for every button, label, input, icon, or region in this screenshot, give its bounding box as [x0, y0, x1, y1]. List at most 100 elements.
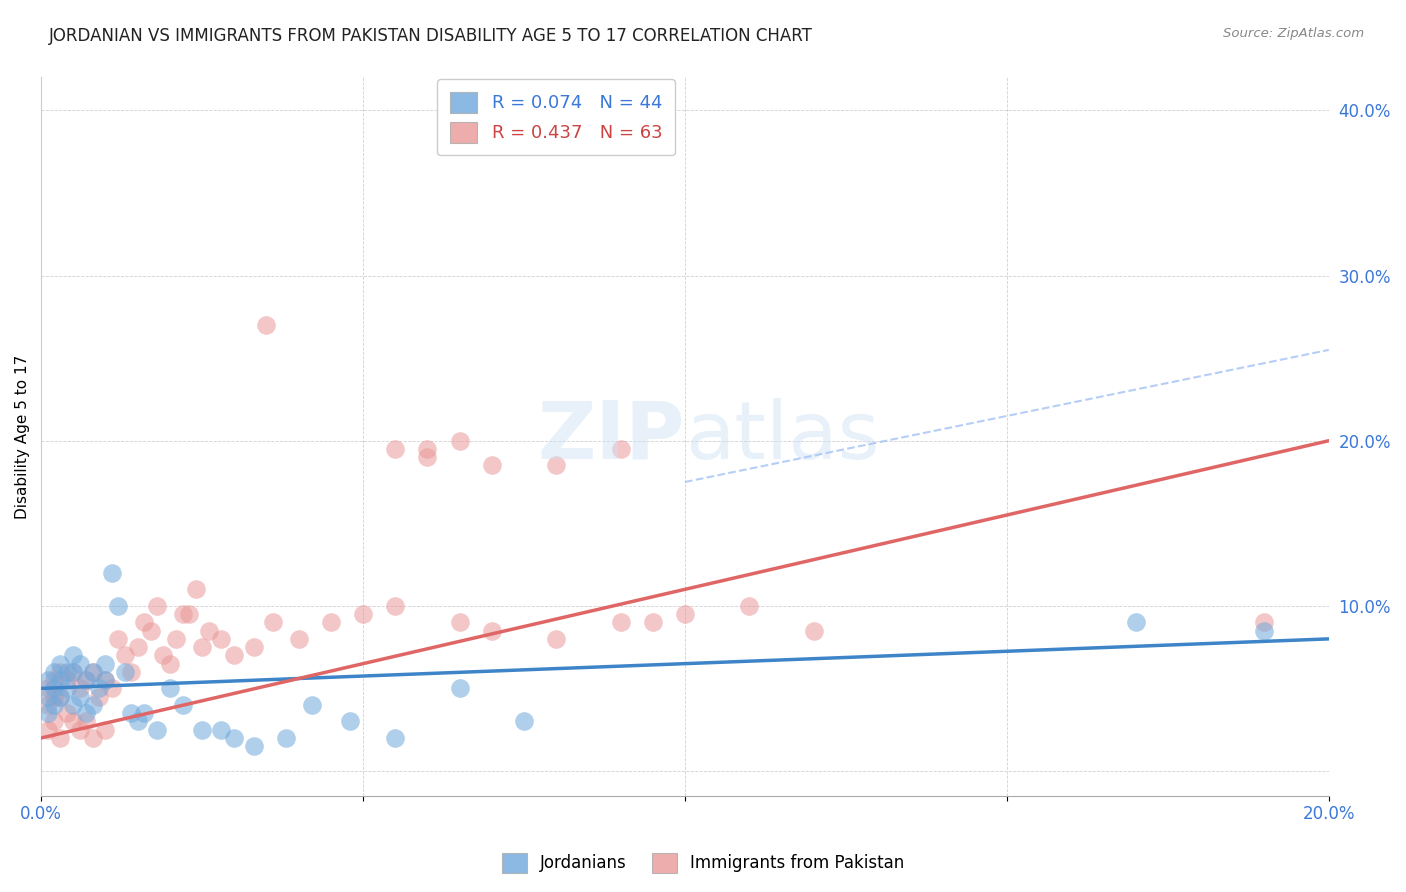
- Point: [546, 458, 568, 473]
- Point: [449, 615, 471, 630]
- Point: [481, 458, 503, 473]
- Point: [224, 648, 246, 663]
- Point: [42, 665, 65, 679]
- Point: [673, 607, 696, 621]
- Point: [69, 690, 91, 704]
- Point: [172, 698, 194, 712]
- Point: [184, 582, 207, 597]
- Text: Source: ZipAtlas.com: Source: ZipAtlas.com: [1223, 27, 1364, 40]
- Point: [62, 714, 84, 729]
- Point: [49, 657, 72, 671]
- Point: [62, 698, 84, 712]
- Point: [56, 706, 79, 721]
- Point: [69, 657, 91, 671]
- Point: [82, 665, 104, 679]
- Point: [42, 690, 65, 704]
- Legend: R = 0.074   N = 44, R = 0.437   N = 63: R = 0.074 N = 44, R = 0.437 N = 63: [437, 79, 675, 155]
- Point: [481, 624, 503, 638]
- Point: [319, 615, 342, 630]
- Point: [120, 665, 142, 679]
- Point: [1253, 615, 1275, 630]
- Point: [152, 648, 174, 663]
- Point: [49, 731, 72, 745]
- Point: [641, 615, 664, 630]
- Text: atlas: atlas: [685, 398, 879, 475]
- Point: [82, 698, 104, 712]
- Point: [209, 723, 232, 737]
- Point: [339, 714, 361, 729]
- Point: [75, 673, 97, 688]
- Point: [114, 665, 136, 679]
- Point: [416, 442, 439, 456]
- Point: [139, 624, 162, 638]
- Point: [62, 665, 84, 679]
- Point: [274, 731, 297, 745]
- Point: [42, 673, 65, 688]
- Point: [209, 632, 232, 646]
- Point: [56, 665, 79, 679]
- Point: [262, 615, 284, 630]
- Point: [62, 665, 84, 679]
- Point: [384, 731, 406, 745]
- Point: [1253, 624, 1275, 638]
- Point: [127, 714, 149, 729]
- Point: [609, 442, 631, 456]
- Point: [172, 607, 194, 621]
- Point: [384, 599, 406, 613]
- Point: [49, 690, 72, 704]
- Point: [42, 714, 65, 729]
- Point: [87, 690, 110, 704]
- Y-axis label: Disability Age 5 to 17: Disability Age 5 to 17: [15, 354, 30, 519]
- Point: [242, 640, 264, 654]
- Point: [352, 607, 374, 621]
- Point: [803, 624, 825, 638]
- Point: [75, 714, 97, 729]
- Point: [56, 673, 79, 688]
- Point: [609, 615, 631, 630]
- Point: [134, 615, 156, 630]
- Point: [114, 648, 136, 663]
- Point: [1125, 615, 1147, 630]
- Point: [416, 450, 439, 465]
- Point: [69, 723, 91, 737]
- Point: [37, 673, 59, 688]
- Point: [101, 681, 124, 696]
- Text: ZIP: ZIP: [537, 398, 685, 475]
- Point: [49, 690, 72, 704]
- Point: [120, 706, 142, 721]
- Point: [256, 318, 278, 333]
- Point: [165, 632, 187, 646]
- Point: [179, 607, 201, 621]
- Legend: Jordanians, Immigrants from Pakistan: Jordanians, Immigrants from Pakistan: [495, 847, 911, 880]
- Point: [82, 665, 104, 679]
- Point: [37, 681, 59, 696]
- Point: [37, 690, 59, 704]
- Point: [56, 681, 79, 696]
- Point: [94, 723, 117, 737]
- Point: [75, 706, 97, 721]
- Point: [197, 624, 219, 638]
- Point: [94, 673, 117, 688]
- Point: [146, 723, 169, 737]
- Point: [49, 673, 72, 688]
- Point: [159, 657, 181, 671]
- Point: [87, 681, 110, 696]
- Point: [301, 698, 323, 712]
- Point: [49, 665, 72, 679]
- Point: [101, 566, 124, 580]
- Point: [37, 706, 59, 721]
- Point: [42, 681, 65, 696]
- Text: JORDANIAN VS IMMIGRANTS FROM PAKISTAN DISABILITY AGE 5 TO 17 CORRELATION CHART: JORDANIAN VS IMMIGRANTS FROM PAKISTAN DI…: [49, 27, 813, 45]
- Point: [191, 723, 214, 737]
- Point: [242, 739, 264, 754]
- Point: [69, 681, 91, 696]
- Point: [191, 640, 214, 654]
- Point: [159, 681, 181, 696]
- Point: [287, 632, 309, 646]
- Point: [82, 731, 104, 745]
- Point: [37, 723, 59, 737]
- Point: [513, 714, 536, 729]
- Point: [42, 698, 65, 712]
- Point: [146, 599, 169, 613]
- Point: [62, 648, 84, 663]
